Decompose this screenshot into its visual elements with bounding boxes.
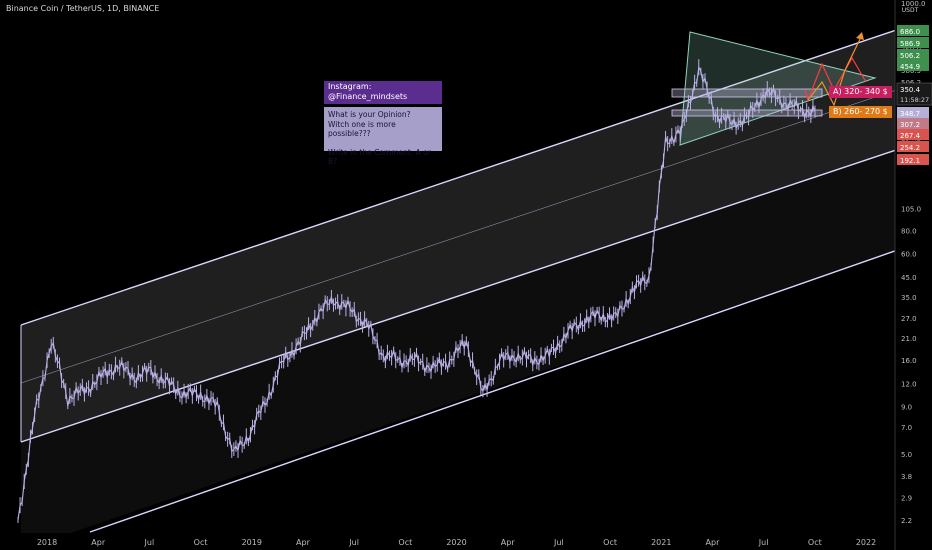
scenario-a-arrow: [804, 56, 867, 102]
price-tag: 267.4: [900, 132, 921, 140]
y-tick-label: 45.0: [901, 274, 917, 282]
x-tick-label: Apr: [296, 538, 311, 547]
y-tick-label: 2.2: [901, 517, 912, 525]
x-tick-label: Jul: [553, 538, 564, 547]
y-tick-label: 105.0: [901, 206, 921, 214]
channel-median-line: [20, 77, 932, 384]
x-tick-label: Jul: [348, 538, 359, 547]
price-tag: 348.7: [900, 110, 920, 118]
question-note: What is your Opinion? Witch one is more …: [324, 107, 442, 166]
currency-label: USDT: [902, 7, 919, 14]
y-tick-label: 21.0: [901, 335, 917, 343]
price-tag-bg: [897, 60, 929, 71]
x-tick-label: Oct: [398, 538, 412, 547]
y-tick-label: 9.0: [901, 404, 912, 412]
price-tag-bg: [897, 154, 929, 165]
y-tick-label: 2.9: [901, 495, 912, 503]
x-tick-label: 2018: [37, 538, 57, 547]
price-tag-bg: [897, 107, 929, 118]
x-tick-label: 2020: [446, 538, 466, 547]
price-tag: 686.0: [900, 28, 920, 36]
price-tag: 454.9: [900, 63, 920, 71]
channel-middle-line: [20, 137, 932, 443]
x-tick-label: Oct: [808, 538, 822, 547]
last-price-bg: [896, 82, 932, 106]
scenario-b-arrowhead: [856, 32, 864, 40]
x-tick-label: Jul: [144, 538, 155, 547]
price-tag-bg: [897, 129, 929, 140]
option-b-label: B) 260- 270 $: [829, 106, 892, 118]
question-line-1: What is your Opinion?: [328, 110, 411, 119]
x-tick-label: 2019: [242, 538, 262, 547]
y-tick-label: 16.0: [901, 357, 917, 365]
price-tag: 586.9: [900, 40, 920, 48]
channel-upper-line: [20, 17, 932, 326]
y-tick-label: 60.0: [901, 251, 917, 259]
price-tag-bg: [897, 25, 929, 36]
scenario-b-arrow: [807, 34, 863, 107]
x-tick-label: Apr: [706, 538, 721, 547]
x-axis: 2018 Apr Jul Oct 2019 Apr Jul Oct 2020 Apr Jul Oct 2…: [0, 533, 895, 550]
y-tick-label: 1000.0: [901, 0, 926, 8]
price-tag-bg: [897, 49, 929, 60]
y-tick-label: 5.0: [901, 451, 912, 459]
y-tick-label: 7.0: [901, 424, 912, 432]
instagram-handle: @Finance_mindsets: [328, 92, 408, 101]
last-price: 350.4: [900, 86, 921, 94]
price-scale: USDT1000.0760.0586.9506.2454.9402.2307.2…: [894, 0, 932, 550]
instagram-note: Instagram: @Finance_mindsets: [324, 81, 442, 104]
x-tick-label: Jul: [758, 538, 769, 547]
x-tick-label: Oct: [603, 538, 617, 547]
x-tick-label: Apr: [501, 538, 516, 547]
x-tick-label: 2021: [651, 538, 671, 547]
price-tag: 307.2: [900, 121, 920, 129]
channel-upper-band: [21, 18, 932, 442]
x-axis-bg: [0, 533, 895, 550]
y-tick-label: 27.0: [901, 315, 917, 323]
price-tag-bg: [897, 141, 929, 152]
x-tick-label: Oct: [194, 538, 208, 547]
x-tick-label: Apr: [91, 538, 106, 547]
option-a-label: A) 320- 340 $: [829, 86, 892, 98]
price-line: [17, 65, 816, 521]
price-tag-bg: [897, 118, 929, 129]
question-line-2: Witch one is more possible???: [328, 119, 396, 139]
price-tag: 254.2: [900, 144, 920, 152]
zone-a-rect: [671, 88, 823, 98]
symbol-title: Binance Coin / TetherUS, 1D, BINANCE: [6, 4, 160, 13]
price-tag: 192.1: [900, 157, 920, 165]
channel-lower-band: [21, 138, 932, 550]
channel-lower-line: [89, 237, 932, 533]
x-tick-label: 2022: [856, 538, 876, 547]
y-tick-label: 12.0: [901, 380, 917, 388]
instagram-label: Instagram:: [328, 82, 372, 91]
y-tick-label: 3.8: [901, 473, 912, 481]
bar-countdown: 11:58:27: [900, 96, 929, 104]
y-tick-label: 80.0: [901, 227, 917, 235]
price-tag: 506.2: [900, 52, 920, 60]
question-line-3: Write in the Comment, A or B?: [328, 147, 431, 167]
y-tick-label: 35.0: [901, 294, 917, 302]
price-tag-bg: [897, 37, 929, 48]
